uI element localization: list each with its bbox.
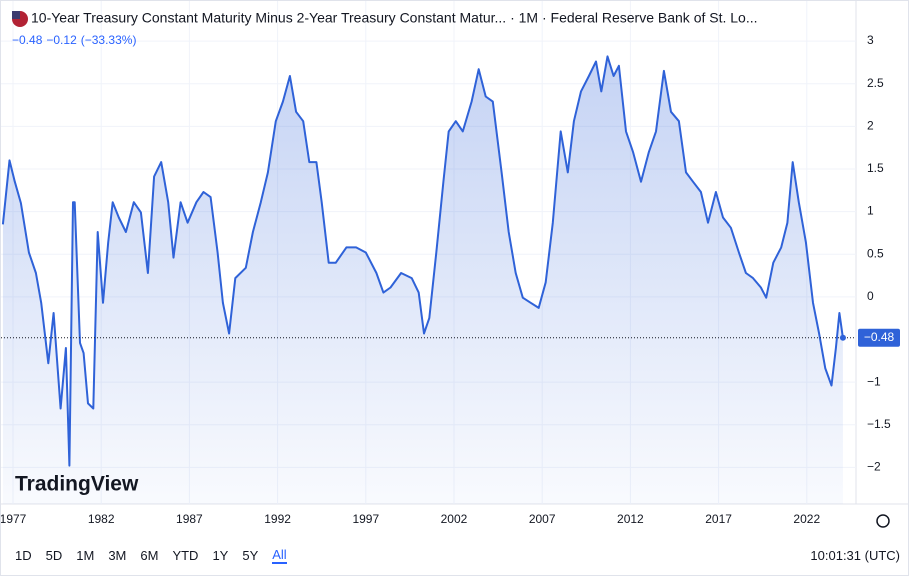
range-button[interactable]: 6M xyxy=(140,547,159,563)
y-tick-label: 2 xyxy=(867,118,874,132)
x-tick-label: 2007 xyxy=(529,512,556,526)
flag-icon xyxy=(12,11,20,19)
x-tick-label: 1987 xyxy=(176,512,203,526)
header-values: −0.48 −0.12 (−33.33%) xyxy=(12,33,136,47)
y-tick-label: 0.5 xyxy=(867,246,884,260)
range-button[interactable]: 5D xyxy=(45,547,63,563)
y-tick-label: 3 xyxy=(867,33,874,47)
range-button[interactable]: 5Y xyxy=(242,547,259,563)
y-tick-label: −1 xyxy=(867,374,881,388)
chart: 3 2.5 2 1.5 1 0.5 0 −1 −1.5 −2 1977 1982 1987 1992 199… xyxy=(1,1,908,528)
header-value: −0.48 xyxy=(12,33,43,47)
price-label: −0.48 xyxy=(864,330,895,344)
chart-title: 10-Year Treasury Constant Maturity Minus… xyxy=(31,10,758,26)
x-tick-label: 1977 xyxy=(1,512,27,526)
area-fill xyxy=(2,56,843,505)
clock: 10:01:31 (UTC) xyxy=(810,547,900,563)
range-button[interactable]: 3M xyxy=(108,547,127,563)
price-label-box xyxy=(858,328,900,347)
range-button[interactable]: YTD xyxy=(172,547,199,563)
x-tick-label: 1997 xyxy=(352,512,379,526)
x-tick-label: 2012 xyxy=(617,512,644,526)
x-tick-label: 2017 xyxy=(705,512,732,526)
header-value: −0.12 xyxy=(46,33,77,47)
x-tick-label: 1992 xyxy=(264,512,291,526)
settings-icon xyxy=(876,514,890,528)
x-tick-label: 2022 xyxy=(793,512,820,526)
range-button[interactable]: 1Y xyxy=(212,547,229,563)
y-tick-label: 1.5 xyxy=(867,161,884,175)
y-tick-label: 0 xyxy=(867,289,874,303)
y-tick-label: −1.5 xyxy=(867,417,891,431)
range-button[interactable]: 1M xyxy=(76,547,95,563)
logo: TradingView xyxy=(15,473,139,496)
last-point xyxy=(839,334,846,341)
x-tick-label: 1982 xyxy=(88,512,115,526)
toolbar: 1D 5D 1M 3M 6M YTD 1Y 5Y All 10:01:31 (UTC) xyxy=(1,539,908,571)
header-value: (−33.33%) xyxy=(81,33,137,47)
series-line xyxy=(1,55,844,467)
x-tick-label: 2002 xyxy=(441,512,468,526)
range-button[interactable]: 1D xyxy=(15,547,32,563)
y-tick-label: 2.5 xyxy=(867,76,884,90)
y-tick-label: 1 xyxy=(867,204,874,218)
range-button[interactable]: All xyxy=(272,546,287,564)
y-tick-label: −2 xyxy=(867,460,881,474)
